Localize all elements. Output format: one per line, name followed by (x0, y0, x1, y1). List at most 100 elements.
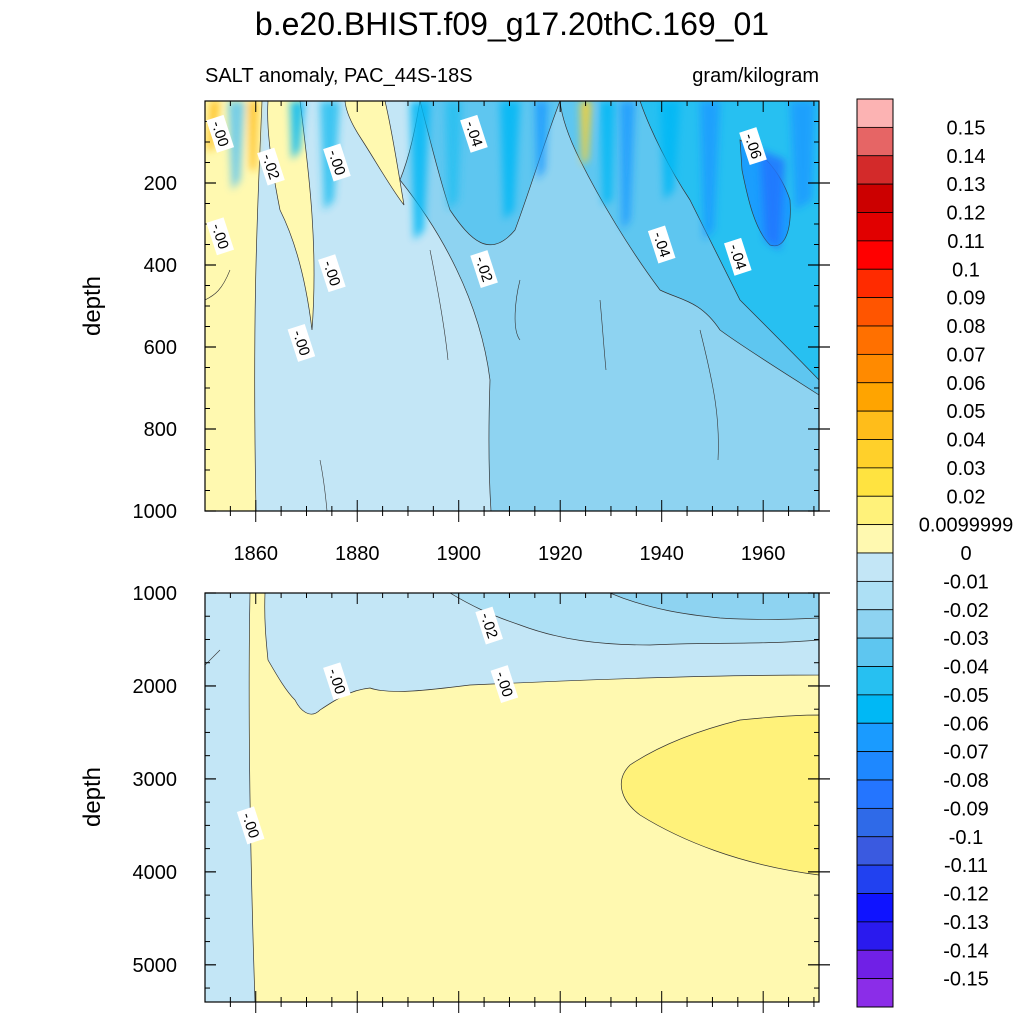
colorbar-swatch (856, 297, 894, 327)
colorbar-swatch (856, 353, 894, 384)
colorbar-label: -0.1 (949, 827, 983, 849)
contour-label-box (470, 250, 498, 289)
colorbar: 0.15 0.14 0.13 0.12 0.11 0.1 0.09 0.08 0.07 0.06 0… (856, 98, 1014, 1008)
y-tick-label: 600 (144, 337, 177, 359)
colorbar-swatch (856, 864, 894, 894)
colorbar-label: -0.06 (943, 713, 989, 735)
lower-region-positive-east (621, 714, 819, 876)
colorbar-swatch (856, 580, 894, 611)
colorbar-label: -0.13 (943, 912, 989, 934)
colorbar-swatch (856, 722, 894, 753)
colorbar-label: 0.08 (947, 316, 986, 338)
colorbar-label: 0.13 (947, 174, 986, 196)
colorbar-swatch (856, 552, 894, 582)
colorbar-label: 0.05 (947, 401, 986, 423)
colorbar-label: -0.04 (943, 657, 989, 679)
y-tick-label: 200 (144, 173, 177, 195)
colorbar-swatch (856, 439, 894, 469)
contour-label-box (206, 217, 235, 256)
contour-label-box (257, 147, 285, 186)
colorbar-label: 0.12 (947, 203, 986, 225)
colorbar-label: -0.02 (943, 600, 989, 622)
upper-contour-field (205, 101, 819, 511)
colorbar-label: -0.09 (943, 798, 989, 820)
colorbar-label: 0.07 (947, 344, 986, 366)
contour-label-box (460, 114, 488, 153)
contour-label: -.04 (460, 114, 488, 153)
upper-contour-lines (205, 249, 719, 511)
colorbar-swatch (856, 382, 894, 412)
colorbar-swatch (856, 921, 894, 951)
y-tick-label: 400 (144, 255, 177, 277)
colorbar-label: -0.07 (943, 742, 989, 764)
colorbar-label: -0.03 (943, 628, 989, 650)
colorbar-label: 0.09 (947, 288, 986, 310)
lower-y-axis: 1000 2000 3000 4000 5000 (133, 583, 830, 989)
upper-region-positive-streak-1885 (344, 101, 405, 206)
colorbar-label: 0.02 (947, 486, 986, 508)
upper-x-axis: 1860 1880 1900 1920 1940 1960 (229, 101, 815, 565)
colorbar-label: 0.06 (947, 373, 986, 395)
units-label: gram/kilogram (692, 65, 819, 87)
colorbar-label: -0.12 (943, 884, 989, 906)
y-tick-label: 4000 (133, 862, 178, 884)
colorbar-label: 0.11 (947, 231, 984, 253)
lower-region-negative-west (205, 593, 256, 1002)
lower-plot-frame (204, 592, 820, 1003)
colorbar-swatch (856, 978, 894, 1008)
contour-label-box (739, 127, 767, 166)
x-tick-label: 1860 (233, 543, 278, 565)
colorbar-swatch (856, 893, 894, 923)
contour-label-box (647, 225, 676, 264)
colorbar-swatch (856, 155, 894, 185)
variable-label: SALT anomaly, PAC_44S-18S (205, 65, 473, 87)
x-tick-label: 1960 (741, 543, 786, 565)
contour-label: -.04 (647, 225, 676, 264)
colorbar-label: 0.15 (947, 117, 986, 139)
colorbar-label: 0.0099999 (919, 515, 1014, 537)
colorbar-label: -0.08 (943, 770, 989, 792)
colorbar-swatch (856, 949, 894, 980)
upper-panel: 200 400 600 800 1000 1860 1880 1900 1920 1940 196… (79, 100, 830, 565)
lower-y-axis-label: depth (79, 767, 106, 827)
upper-region-positive-west (205, 101, 263, 511)
colorbar-swatch (856, 212, 894, 242)
chart-title: b.e20.BHIST.f09_g17.20thC.169_01 (255, 6, 769, 42)
y-tick-label: 1000 (133, 583, 178, 605)
colorbar-label: -0.11 (944, 855, 988, 877)
colorbar-swatch (856, 779, 894, 809)
contour-label-box (323, 662, 351, 701)
colorbar-swatch (856, 467, 894, 497)
y-tick-label: 3000 (133, 769, 178, 791)
colorbar-swatch (856, 666, 894, 696)
x-tick-label: 1920 (538, 543, 583, 565)
colorbar-swatch (856, 268, 894, 299)
colorbar-frame (856, 98, 894, 1008)
lower-x-axis (229, 593, 815, 1013)
colorbar-swatch (856, 807, 894, 838)
colorbar-label: 0.14 (947, 146, 986, 168)
colorbar-swatch (856, 751, 894, 781)
contour-label-box (236, 806, 265, 845)
lower-region-minus-02-top (609, 593, 819, 620)
colorbar-label: -0.14 (943, 940, 989, 962)
contour-label-box (723, 237, 752, 276)
y-tick-label: 2000 (133, 676, 178, 698)
colorbar-label: 0.03 (947, 458, 986, 480)
colorbar-label: 0.1 (952, 259, 980, 281)
contour-label-box (475, 606, 503, 645)
x-tick-label: 1880 (335, 543, 380, 565)
contour-label-box (490, 665, 519, 704)
x-tick-label: 1900 (436, 543, 481, 565)
y-tick-label: 800 (144, 419, 177, 441)
colorbar-swatch (856, 836, 894, 866)
colorbar-swatch (856, 637, 894, 667)
colorbar-swatch (856, 609, 894, 639)
upper-y-axis-label: depth (79, 276, 106, 336)
lower-contour-lines (205, 649, 221, 666)
colorbar-label: 0.04 (947, 430, 986, 452)
colorbar-swatch (856, 325, 894, 355)
contour-label-box (323, 143, 351, 182)
